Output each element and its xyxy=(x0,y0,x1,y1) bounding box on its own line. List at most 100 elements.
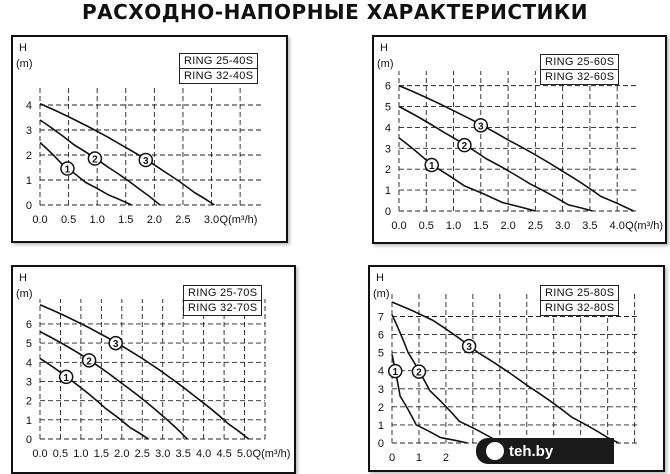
x-tick-label: 0.5 xyxy=(61,214,76,226)
x-tick-label: 2.5 xyxy=(135,448,150,460)
x-tick-label: 1.0 xyxy=(446,220,461,232)
y-tick-label: 2 xyxy=(26,150,32,162)
x-tick-label: 2.0 xyxy=(114,448,129,460)
series-label-3: 3 xyxy=(143,156,149,167)
series-label-3: 3 xyxy=(113,339,119,350)
series-label-1: 1 xyxy=(63,373,69,384)
y-tick-label: 6 xyxy=(385,81,391,93)
y-tick-label: 1 xyxy=(26,175,32,187)
y-tick-label: 5 xyxy=(378,348,384,360)
series-marker-1 xyxy=(387,363,403,379)
legend-entry: RING 32-40S xyxy=(180,68,258,83)
series-marker-3 xyxy=(138,152,154,168)
legend-entry: RING 25-60S xyxy=(545,56,615,68)
x-tick-label: 4.0 xyxy=(196,448,211,460)
series-line-3 xyxy=(39,304,250,440)
y-axis-label: H xyxy=(380,42,388,54)
x-axis-label: Q(m³/h) xyxy=(253,448,291,460)
y-axis-unit: (m) xyxy=(377,58,394,70)
series-line-3 xyxy=(391,301,619,444)
legend-entry: RING 32-70S xyxy=(184,300,262,315)
series-marker-2 xyxy=(87,151,103,166)
y-tick-label: 4 xyxy=(385,122,391,134)
chart-panel-70s: 0.0 0.5 1.0 1.5 2.0 2.5 3.0 3.5 4.0 4.5 5.0 0 1 2 3 4 5 6… xyxy=(11,265,296,474)
series-marker-3 xyxy=(108,335,123,351)
series-line-1 xyxy=(398,137,536,212)
chart-legend: RING 25-70S RING 32-70S xyxy=(183,285,263,316)
series-label-1: 1 xyxy=(429,161,435,172)
x-axis-label: Q(m³/h) xyxy=(625,220,663,232)
series-marker-2 xyxy=(411,364,427,379)
y-axis-label: H xyxy=(19,272,27,284)
y-tick-label: 2 xyxy=(378,402,384,414)
x-tick-label: 4.5 xyxy=(216,448,231,460)
x-tick-label: 3.5 xyxy=(582,220,597,232)
y-tick-label: 2 xyxy=(385,164,391,176)
y-tick-label: 3 xyxy=(385,143,391,155)
series-label-2: 2 xyxy=(92,155,98,166)
series-label-3: 3 xyxy=(478,121,484,132)
series-label-3: 3 xyxy=(466,342,472,353)
x-tick-label: 3.5 xyxy=(176,448,191,460)
y-tick-label: 3 xyxy=(378,384,384,396)
legend-entry: RING 32-80S xyxy=(541,300,619,315)
chart-legend: RING 25-40S RING 32-40S xyxy=(179,53,259,84)
y-tick-label: 1 xyxy=(385,185,391,197)
y-tick-label: 0 xyxy=(385,206,391,218)
x-tick-label: 0 xyxy=(389,452,395,464)
site-logo-icon xyxy=(486,442,504,460)
y-axis-unit: (m) xyxy=(373,288,390,300)
y-tick-label: 7 xyxy=(378,311,384,323)
x-tick-label: 1.5 xyxy=(94,448,109,460)
x-tick-label: 1.5 xyxy=(118,214,133,226)
x-tick-label: 3.0 xyxy=(204,214,219,226)
x-tick-label: 2 xyxy=(443,452,449,464)
chart-panel-40s: 0.0 0.5 1.0 1.5 2.0 2.5 3.0 0 1 2 3 4 Q(m³/h) H (m) 1 2 3… xyxy=(11,35,288,243)
chart-svg: 0 1 2 0 1 2 3 4 5 6 7 H (m) 1 2 3 xyxy=(373,272,640,464)
chart-svg: 0.0 0.5 1.0 1.5 2.0 2.5 3.0 3.5 4.00123456Q(m³/h… xyxy=(377,42,663,232)
x-tick-label: 2.0 xyxy=(500,220,515,232)
x-axis-label: Q(m³/h) xyxy=(220,214,258,226)
y-tick-label: 0 xyxy=(26,434,32,446)
legend-entry: RING 25-70S xyxy=(188,287,258,299)
series-marker-2 xyxy=(81,353,97,368)
x-tick-label: 3.0 xyxy=(155,448,170,460)
x-tick-label: 5.0 xyxy=(237,448,252,460)
y-tick-label: 5 xyxy=(26,338,32,350)
y-tick-label: 1 xyxy=(26,415,32,427)
y-tick-label: 0 xyxy=(26,200,32,212)
y-axis-label: H xyxy=(376,272,384,284)
x-tick-label: 1.5 xyxy=(473,220,488,232)
series-line-3 xyxy=(398,84,634,212)
x-tick-label: 0.0 xyxy=(32,214,47,226)
chart-svg: 0.0 0.5 1.0 1.5 2.0 2.5 3.0 3.5 4.0 4.5 5.0 0 1 2 3 4 5 6… xyxy=(16,272,291,460)
series-label-1: 1 xyxy=(65,165,71,176)
y-tick-label: 5 xyxy=(385,102,391,114)
series-line-2 xyxy=(398,105,593,212)
x-tick-label: 2.5 xyxy=(528,220,543,232)
series-label-2: 2 xyxy=(86,356,92,367)
series-marker-1 xyxy=(58,369,74,385)
y-tick-label: 4 xyxy=(378,366,384,378)
series-marker-2 xyxy=(457,137,472,153)
legend-entry: RING 25-80S xyxy=(545,287,615,299)
x-tick-label: 0.0 xyxy=(32,448,47,460)
chart-panel-80s: 0 1 2 0 1 2 3 4 5 6 7 H (m) 1 2 3 RING 25-80S RING 32-80S xyxy=(368,265,665,472)
watermark-text: teh.by xyxy=(509,442,554,460)
y-tick-label: 2 xyxy=(26,396,32,408)
y-tick-label: 3 xyxy=(26,125,32,137)
chart-legend: RING 25-80S RING 32-80S xyxy=(540,285,620,316)
x-tick-label: 1.0 xyxy=(90,214,105,226)
x-tick-label: 2.5 xyxy=(175,214,190,226)
series-marker-3 xyxy=(473,118,489,133)
x-tick-label: 2.0 xyxy=(147,214,162,226)
legend-entry: RING 25-40S xyxy=(184,55,254,67)
y-tick-label: 3 xyxy=(26,376,32,388)
series-label-2: 2 xyxy=(416,368,422,379)
site-watermark: teh.by xyxy=(476,438,614,464)
y-tick-label: 1 xyxy=(378,420,384,432)
y-tick-label: 4 xyxy=(26,100,32,112)
series-marker-1 xyxy=(424,157,439,173)
series-line-2 xyxy=(391,314,509,444)
series-line-1 xyxy=(39,357,149,440)
